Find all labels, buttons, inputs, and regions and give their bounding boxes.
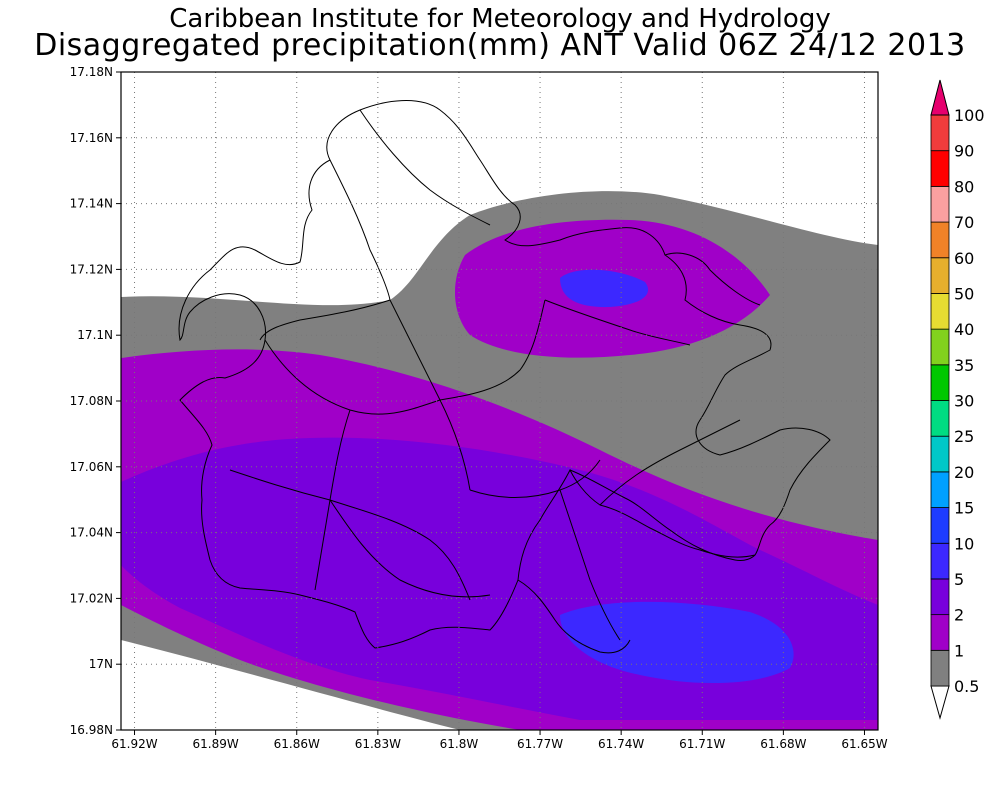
legend-label: 40	[954, 320, 974, 339]
coastline-main	[178, 100, 831, 649]
legend-label: 90	[954, 142, 974, 161]
road	[264, 339, 441, 415]
legend-color-box	[930, 578, 950, 616]
chart-subtitle: Disaggregated precipitation(mm) ANT Vali…	[34, 28, 966, 63]
legend-color-box	[930, 185, 950, 223]
legend-label: 60	[954, 249, 974, 268]
legend-color-box	[930, 649, 950, 687]
road	[544, 299, 691, 346]
road	[439, 299, 546, 401]
legend-label: 25	[954, 427, 974, 446]
legend-label: 30	[954, 392, 974, 411]
y-tick-label: 17.14N	[70, 197, 113, 211]
y-tick-label: 17.18N	[70, 65, 113, 79]
legend-color-box	[930, 400, 950, 437]
x-tick-label: 61.74W	[598, 737, 644, 751]
road	[329, 159, 391, 301]
legend-label: 15	[954, 499, 974, 518]
legend-color-box	[930, 471, 950, 508]
legend-label: 1	[954, 641, 964, 660]
contour-blue-10mm	[560, 601, 794, 684]
coastline-northeast	[664, 252, 761, 306]
legend-color-box	[930, 221, 950, 259]
legend-label: 2	[954, 606, 964, 625]
chart-title: Caribbean Institute for Meteorology and …	[169, 4, 831, 34]
road	[599, 419, 741, 506]
x-tick-label: 61.65W	[841, 737, 887, 751]
road	[229, 469, 471, 601]
x-tick-label: 61.77W	[517, 737, 563, 751]
coastline-east	[569, 469, 756, 561]
y-tick-label: 17N	[89, 657, 113, 671]
x-tick-label: 61.71W	[679, 737, 725, 751]
y-tick-label: 17.08N	[70, 394, 113, 408]
legend-label: 5	[954, 570, 964, 589]
legend-label: 50	[954, 284, 974, 303]
x-tick-label: 61.89W	[193, 737, 239, 751]
legend-over-triangle	[930, 79, 950, 116]
x-tick-label: 61.92W	[111, 737, 157, 751]
legend-label: 10	[954, 534, 974, 553]
x-tick-label: 61.68W	[760, 737, 806, 751]
contour-blue-upper	[560, 269, 649, 308]
legend-label: 0.5	[954, 677, 979, 696]
legend-under-triangle	[930, 685, 950, 720]
road	[559, 489, 621, 641]
legend-color-box	[930, 364, 950, 401]
y-tick-label: 17.02N	[70, 591, 113, 605]
legend-color-box	[930, 293, 950, 330]
road	[329, 499, 491, 598]
legend-color-box	[930, 328, 950, 366]
x-axis-ticks: 61.92W 61.89W 61.86W 61.83W 61.8W 61.77W 61.74…	[111, 730, 888, 751]
precipitation-field	[121, 72, 878, 730]
x-tick-label: 61.83W	[355, 737, 401, 751]
x-tick-label: 61.8W	[440, 737, 479, 751]
island-coastline	[178, 100, 831, 654]
legend-color-box	[930, 507, 950, 544]
parish-boundaries	[229, 109, 741, 641]
legend-label: 100	[954, 106, 985, 125]
y-tick-label: 17.1N	[77, 328, 113, 342]
legend-label: 35	[954, 356, 974, 375]
legend-color-box	[930, 542, 950, 580]
road	[259, 299, 391, 341]
x-tick-label: 61.86W	[274, 737, 320, 751]
y-tick-label: 17.06N	[70, 460, 113, 474]
y-tick-label: 17.12N	[70, 262, 113, 276]
road	[359, 109, 491, 226]
legend-color-box	[930, 150, 950, 187]
y-tick-label: 17.04N	[70, 526, 113, 540]
road	[469, 459, 601, 498]
legend-color-box	[930, 435, 950, 473]
y-axis-ticks: 17.18N 17.16N 17.14N 17.12N 17.1N 17.08N 17.06…	[70, 65, 121, 737]
legend-label: 20	[954, 463, 974, 482]
legend-label: 70	[954, 213, 974, 232]
legend-color-box	[930, 114, 950, 152]
y-tick-label: 17.16N	[70, 131, 113, 145]
legend-label: 80	[954, 177, 974, 196]
y-tick-label: 16.98N	[70, 723, 113, 737]
legend-color-box	[930, 614, 950, 651]
coastline-south	[517, 579, 631, 654]
legend-color-box	[930, 257, 950, 294]
